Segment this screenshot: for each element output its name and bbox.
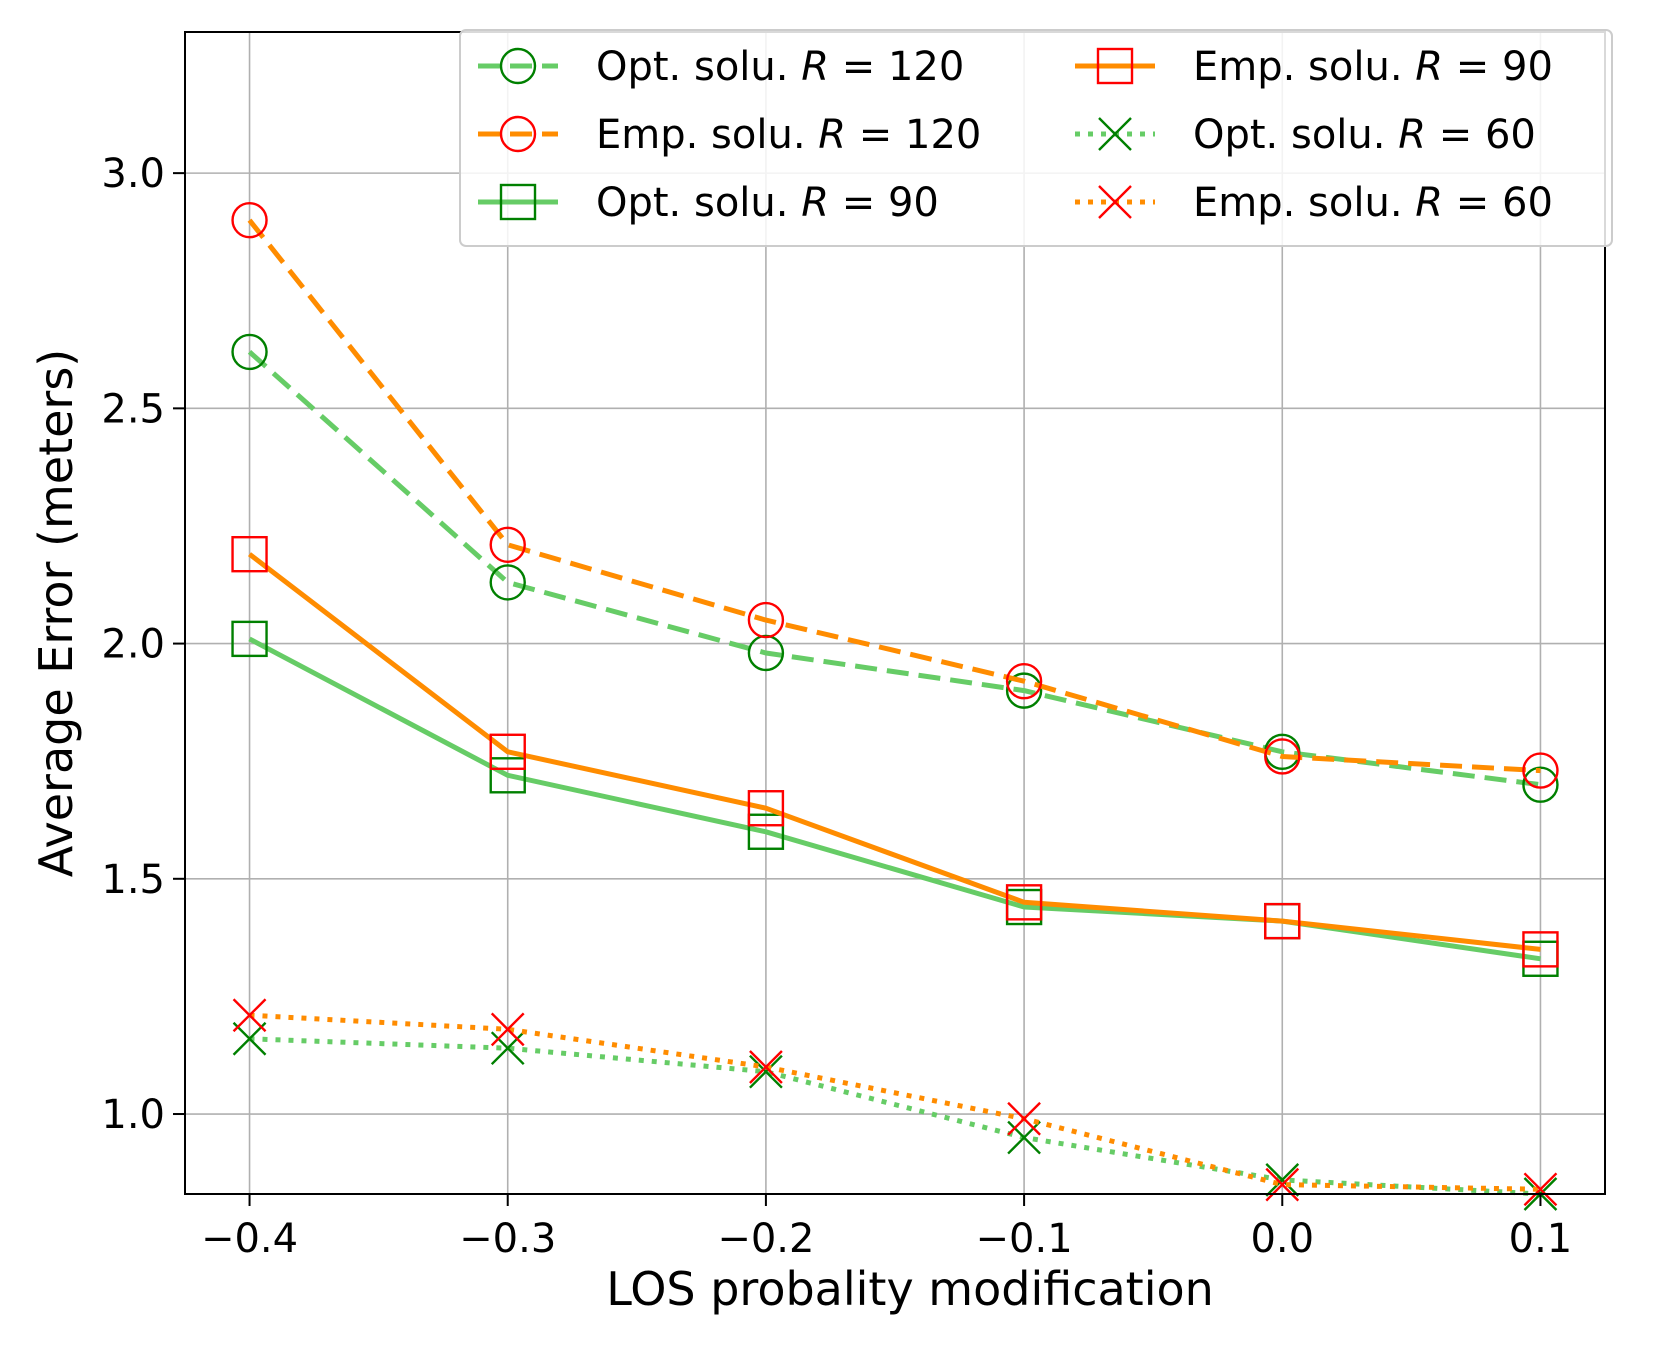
x-tick-label: −0.1	[976, 1216, 1073, 1262]
series-line	[249, 1036, 1541, 1197]
legend-entry: Emp. solu. R = 90	[1075, 44, 1553, 90]
legend-entry: Emp. solu. R = 60	[1075, 180, 1553, 226]
series-emp-solu-120	[231, 201, 1559, 789]
y-tick-label: 1.5	[101, 857, 165, 903]
data-point-marker	[1005, 884, 1043, 921]
legend-marker	[499, 115, 537, 153]
data-point-marker	[1264, 902, 1301, 940]
legend-label: Opt. solu. R = 90	[596, 180, 939, 226]
data-point-marker	[1007, 1120, 1041, 1155]
series-line	[249, 1012, 1541, 1192]
x-tick-label: 0.1	[1509, 1216, 1573, 1262]
legend-label: Emp. solu. R = 90	[1193, 44, 1553, 90]
data-point-marker	[231, 535, 268, 573]
data-point-marker	[1005, 663, 1043, 700]
data-point-marker	[749, 1050, 783, 1084]
legend-label: Emp. solu. R = 60	[1193, 180, 1553, 226]
legend-label: Opt. solu. R = 120	[596, 44, 964, 90]
data-point-marker	[749, 1054, 783, 1089]
legend-entry: Opt. solu. R = 60	[1075, 112, 1536, 158]
data-point-marker	[231, 333, 268, 371]
data-point-marker	[1523, 1172, 1558, 1207]
data-point-marker	[1007, 1101, 1041, 1136]
legend-marker	[1096, 47, 1134, 85]
x-axis-title: LOS probality modification	[606, 1262, 1214, 1316]
data-point-marker	[489, 757, 526, 794]
x-tick-label: −0.2	[717, 1216, 814, 1262]
x-tick-label: −0.4	[201, 1216, 298, 1262]
data-point-marker	[231, 620, 268, 658]
data-point-marker	[489, 733, 526, 770]
series-line	[247, 218, 1541, 774]
legend-box	[459, 29, 1613, 247]
legend-entry: Emp. solu. R = 120	[478, 112, 981, 158]
legend: Opt. solu. R = 120 Emp. solu. R = 120 Opt.…	[459, 29, 1613, 247]
x-tick-label: −0.3	[459, 1216, 556, 1262]
data-point-marker	[489, 526, 526, 563]
data-point-marker	[232, 998, 267, 1033]
series-line	[247, 552, 1541, 952]
y-tick-label: 3.0	[101, 151, 165, 197]
data-point-marker	[747, 790, 785, 827]
legend-marker	[499, 47, 537, 85]
series-layer	[231, 201, 1559, 1211]
legend-entry: Opt. solu. R = 90	[478, 180, 939, 226]
series-line	[247, 350, 1541, 788]
data-point-marker	[1005, 672, 1043, 709]
y-tick-label: 2.0	[101, 622, 165, 668]
legend-label: Opt. solu. R = 60	[1193, 112, 1536, 158]
data-point-marker	[231, 201, 268, 239]
data-point-marker	[1264, 738, 1301, 775]
data-point-marker	[1265, 1163, 1300, 1197]
legend-marker	[499, 183, 537, 221]
data-point-marker	[747, 601, 785, 639]
legend-marker	[1098, 117, 1132, 151]
data-point-marker	[232, 1021, 267, 1056]
y-axis-title: Average Error (meters)	[29, 349, 83, 877]
data-point-marker	[747, 813, 785, 850]
x-tick-label: 0.0	[1250, 1216, 1314, 1262]
data-point-marker	[490, 1012, 525, 1047]
legend-entry: Opt. solu. R = 120	[478, 44, 964, 90]
data-point-marker	[1522, 752, 1559, 789]
y-tick-label: 2.5	[101, 386, 165, 432]
data-point-marker	[490, 1031, 525, 1066]
y-tick-label: 1.0	[101, 1092, 165, 1138]
series-emp-solu-60	[232, 998, 1558, 1207]
data-point-marker	[489, 564, 526, 601]
legend-label: Emp. solu. R = 120	[596, 112, 981, 158]
data-point-marker	[1265, 1167, 1300, 1202]
series-emp-solu-90	[231, 535, 1559, 968]
data-point-marker	[1522, 931, 1559, 968]
legend-marker	[1098, 185, 1132, 219]
axis-ticks: −0.4 −0.3 −0.2 −0.1 0.0 0.1 1.0 1.5 2.0 2.5 3.0	[101, 151, 1572, 1262]
data-point-marker	[1522, 766, 1559, 803]
